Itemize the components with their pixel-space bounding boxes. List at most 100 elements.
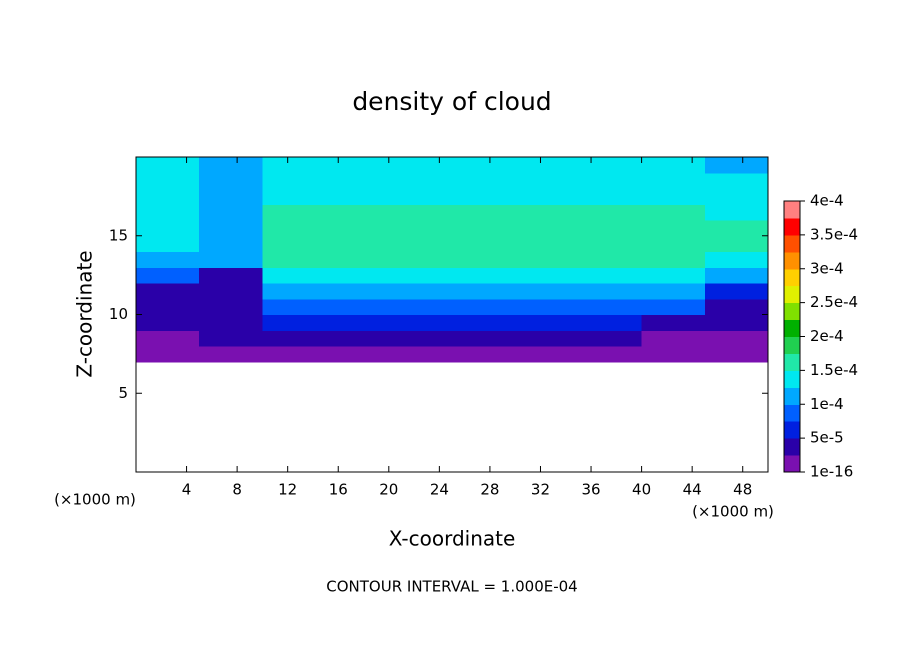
contour-cell bbox=[325, 314, 390, 331]
contour-cell bbox=[388, 267, 453, 284]
contour-cell bbox=[136, 172, 200, 189]
contour-cell bbox=[262, 251, 327, 268]
contour-cell bbox=[578, 346, 643, 363]
contour-cell bbox=[704, 298, 769, 315]
contour-cell bbox=[325, 346, 390, 363]
colorbar-tick-label: 1e-4 bbox=[810, 395, 844, 413]
colorbar-swatch bbox=[784, 268, 800, 287]
contour-cell bbox=[452, 314, 516, 331]
contour-cell bbox=[641, 251, 706, 268]
contour-cell bbox=[641, 220, 706, 237]
contour-cell bbox=[199, 188, 263, 205]
contour-cell bbox=[641, 283, 706, 300]
contour-cell bbox=[136, 251, 200, 268]
contour-cell bbox=[704, 330, 769, 347]
x-tick-label: 24 bbox=[430, 481, 449, 499]
contour-cell bbox=[388, 346, 453, 363]
contour-cell bbox=[704, 188, 769, 205]
contour-cell bbox=[199, 298, 263, 315]
contour-cell bbox=[388, 157, 453, 174]
x-tick-label: 20 bbox=[379, 481, 398, 499]
contour-cell bbox=[704, 172, 769, 189]
contour-cell bbox=[515, 298, 579, 315]
contour-cell bbox=[452, 172, 516, 189]
contour-cell bbox=[452, 267, 516, 284]
contour-cell bbox=[262, 172, 327, 189]
colorbar-swatch bbox=[784, 370, 800, 388]
contour-cell bbox=[262, 346, 327, 363]
contour-cell bbox=[262, 298, 327, 315]
contour-cell bbox=[325, 235, 390, 252]
contour-cell bbox=[704, 251, 769, 268]
contour-cell bbox=[515, 188, 579, 205]
contour-cell bbox=[515, 346, 579, 363]
contour-cell bbox=[578, 204, 643, 221]
x-tick-label: 28 bbox=[480, 481, 499, 499]
y-tick-label: 10 bbox=[109, 305, 128, 323]
contour-cell bbox=[199, 314, 263, 331]
contour-cell bbox=[515, 204, 579, 221]
contour-cell bbox=[515, 267, 579, 284]
contour-cell bbox=[578, 220, 643, 237]
contour-cell bbox=[704, 314, 769, 331]
contour-cell bbox=[452, 251, 516, 268]
contour-cell bbox=[199, 251, 263, 268]
contour-cell bbox=[578, 283, 643, 300]
contour-cell bbox=[325, 283, 390, 300]
contour-cell bbox=[515, 251, 579, 268]
contour-cell bbox=[641, 298, 706, 315]
colorbar-swatch bbox=[784, 285, 800, 304]
contour-cell bbox=[262, 314, 327, 331]
colorbar-tick-label: 1.5e-4 bbox=[810, 361, 858, 379]
contour-cell bbox=[199, 235, 263, 252]
contour-cell bbox=[262, 283, 327, 300]
contour-cell bbox=[578, 314, 643, 331]
y-axis-label: Z-coordinate bbox=[73, 250, 97, 377]
contour-cell bbox=[136, 314, 200, 331]
contour-cell bbox=[704, 267, 769, 284]
contour-cell bbox=[704, 204, 769, 221]
contour-cell bbox=[578, 251, 643, 268]
contour-cell bbox=[452, 235, 516, 252]
contour-cell bbox=[199, 346, 263, 363]
contour-cell bbox=[136, 220, 200, 237]
contour-cell bbox=[578, 188, 643, 205]
chart-title: density of cloud bbox=[352, 87, 551, 116]
contour-cell bbox=[452, 204, 516, 221]
contour-cell bbox=[325, 157, 390, 174]
contour-cell bbox=[199, 220, 263, 237]
x-tick-label: 16 bbox=[329, 481, 348, 499]
colorbar-tick-label: 2.5e-4 bbox=[810, 293, 858, 311]
contour-cell bbox=[641, 157, 706, 174]
contour-cell bbox=[136, 188, 200, 205]
contour-cell bbox=[388, 235, 453, 252]
x-tick-label: 4 bbox=[182, 481, 192, 499]
contour-cell bbox=[515, 283, 579, 300]
contour-cell bbox=[325, 172, 390, 189]
contour-cell bbox=[388, 298, 453, 315]
contour-cell bbox=[325, 204, 390, 221]
contour-cell bbox=[388, 220, 453, 237]
contour-cell bbox=[325, 188, 390, 205]
contour-cell bbox=[515, 220, 579, 237]
contour-cell bbox=[262, 157, 327, 174]
contour-cell bbox=[262, 267, 327, 284]
colorbar-swatch bbox=[784, 455, 800, 473]
contour-cell bbox=[262, 188, 327, 205]
y-tick-label: 5 bbox=[118, 384, 128, 402]
contour-cell bbox=[578, 330, 643, 347]
contour-note: CONTOUR INTERVAL = 1.000E-04 bbox=[326, 578, 577, 596]
x-tick-label: 32 bbox=[531, 481, 550, 499]
contour-cell bbox=[136, 157, 200, 174]
colorbar-swatch bbox=[784, 353, 800, 371]
contour-cell bbox=[136, 267, 200, 284]
contour-cell bbox=[641, 204, 706, 221]
contour-cell bbox=[452, 298, 516, 315]
contour-cell bbox=[325, 251, 390, 268]
contour-cell bbox=[136, 283, 200, 300]
contour-cell bbox=[641, 314, 706, 331]
contour-cell bbox=[578, 298, 643, 315]
contour-cell bbox=[515, 314, 579, 331]
contour-cell bbox=[704, 220, 769, 237]
colorbar-swatch bbox=[784, 336, 800, 354]
